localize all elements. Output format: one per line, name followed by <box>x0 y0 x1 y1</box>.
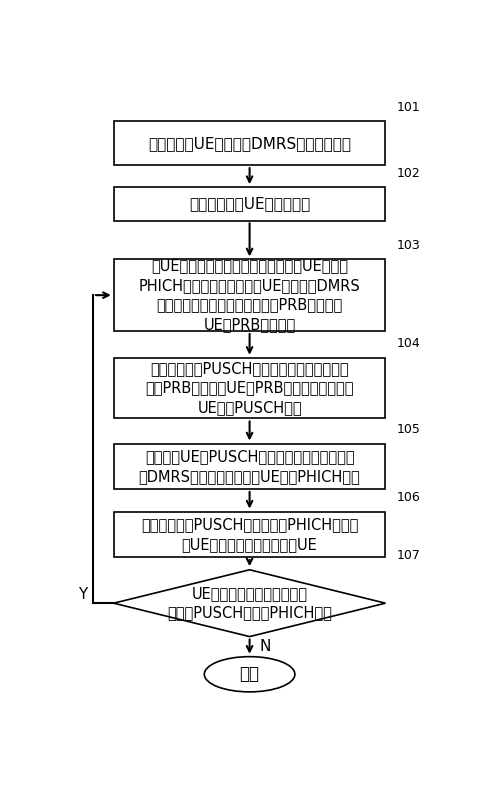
Bar <box>114 260 386 331</box>
Text: N: N <box>259 639 270 654</box>
Bar <box>114 357 386 418</box>
Ellipse shape <box>205 656 295 692</box>
Text: 从UE优先级队列中取出最高优先级的UE，根据
PHICH资源可用情况和当前UE的用户级DMRS
循环移位，确定出不能作为起始PRB分配给该
UE的PRB资源位置: 从UE优先级队列中取出最高优先级的UE，根据 PHICH资源可用情况和当前UE的… <box>139 258 360 332</box>
Bar <box>114 187 386 221</box>
Text: 103: 103 <box>397 239 421 252</box>
Text: 106: 106 <box>397 492 421 504</box>
Text: 104: 104 <box>397 338 421 350</box>
Text: 101: 101 <box>397 101 421 114</box>
Bar <box>114 512 386 557</box>
Text: 105: 105 <box>397 424 421 436</box>
Text: 确定系统内UE的用户级DMRS循环移位取值: 确定系统内UE的用户级DMRS循环移位取值 <box>148 136 351 151</box>
Text: 102: 102 <box>397 167 421 180</box>
Text: 更新系统可用PUSCH资源和可用PHICH资源，
从UE优先级队列中删除当前UE: 更新系统可用PUSCH资源和可用PHICH资源， 从UE优先级队列中删除当前UE <box>141 517 358 552</box>
Text: UE优先级队列不为空，还有
可用的PUSCH资源和PHICH资源: UE优先级队列不为空，还有 可用的PUSCH资源和PHICH资源 <box>167 585 332 621</box>
Text: 根据当前UE的PUSCH资源分配结果，以及用户
级DMRS循环移位，为当前UE分配PHICH资源: 根据当前UE的PUSCH资源分配结果，以及用户 级DMRS循环移位，为当前UE分… <box>139 449 360 484</box>
Text: 确定时域调度UE优先级队列: 确定时域调度UE优先级队列 <box>189 196 310 211</box>
Bar <box>114 122 386 165</box>
Text: 107: 107 <box>397 549 421 563</box>
Text: 根据系统当前PUSCH可用情况，以及不能作为
起始PRB分配给该UE的PRB资源位置，为当前
UE分配PUSCH资源: 根据系统当前PUSCH可用情况，以及不能作为 起始PRB分配给该UE的PRB资源… <box>145 361 354 416</box>
Text: 结束: 结束 <box>240 665 260 683</box>
Text: Y: Y <box>78 586 87 601</box>
Bar <box>114 443 386 489</box>
Polygon shape <box>114 570 386 637</box>
